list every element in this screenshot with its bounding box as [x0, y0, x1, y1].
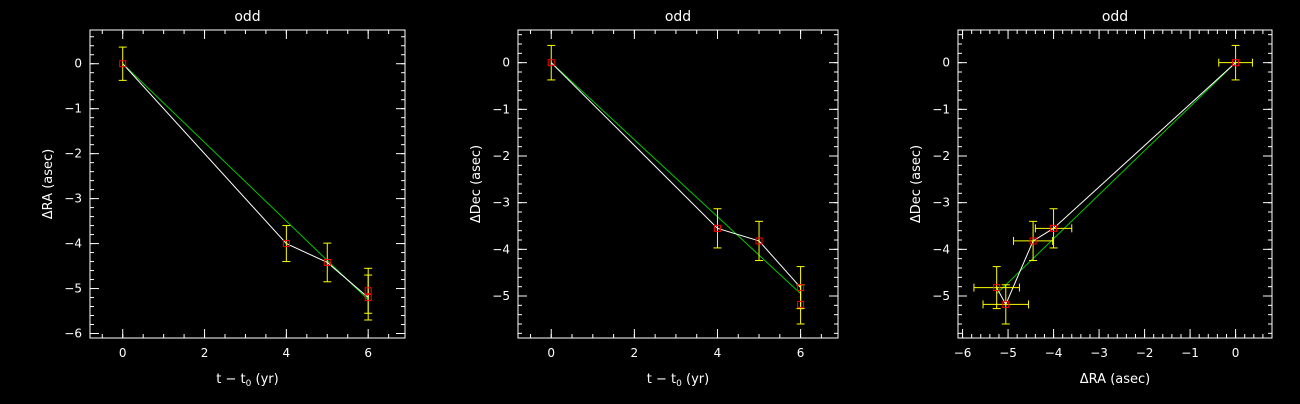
data-point — [119, 60, 127, 68]
y-tick-label: −3 — [492, 196, 510, 210]
x-tick-label: 4 — [283, 346, 291, 360]
x-tick-label: −1 — [1181, 346, 1199, 360]
data-point — [797, 300, 805, 308]
y-tick-label: −1 — [64, 102, 82, 116]
x-axis-label-subscript: 0 — [246, 379, 252, 389]
data-point — [797, 284, 805, 292]
fit-line — [996, 62, 1236, 295]
y-tick-label: −2 — [64, 147, 82, 161]
x-axis-label-unit: (yr) — [682, 372, 709, 387]
y-tick-label: 0 — [74, 57, 82, 71]
y-tick-label: −1 — [932, 102, 950, 116]
data-point — [1002, 300, 1010, 308]
data-point — [755, 237, 763, 245]
y-tick-label: −2 — [492, 149, 510, 163]
y-tick-label: 0 — [942, 56, 950, 70]
x-tick-label: −6 — [954, 346, 972, 360]
data-point — [1029, 237, 1037, 245]
x-axis-label-unit: (yr) — [251, 372, 278, 387]
x-tick-label: 4 — [714, 346, 722, 360]
y-tick-label: −4 — [492, 242, 510, 256]
y-tick-label: −5 — [64, 282, 82, 296]
plot-frame — [89, 29, 406, 339]
fit-line — [122, 63, 369, 301]
data-point — [364, 287, 372, 295]
plot-frame — [957, 29, 1273, 339]
panel-3: −6 −5 −4 −3 −2 −1 0 0 −1 −2 −3 −4 −5 odd ΔRA (asec) ΔDe… — [909, 9, 1273, 387]
y-axis-label: ΔDec (asec) — [909, 145, 924, 223]
x-axis-label-subscript: 0 — [676, 379, 682, 389]
y-tick-label: −2 — [932, 149, 950, 163]
data-point — [713, 224, 721, 232]
chart-title: odd — [234, 9, 260, 25]
x-tick-label: 6 — [364, 346, 372, 360]
data-point — [1050, 224, 1058, 232]
y-tick-label: −6 — [64, 327, 82, 341]
x-axis-label-main: ΔRA (asec) — [1080, 372, 1150, 387]
y-tick-label: −4 — [932, 242, 950, 256]
y-tick-label: −4 — [64, 237, 82, 251]
data-point — [993, 284, 1001, 292]
data-point — [1232, 59, 1240, 67]
y-tick-label: −5 — [932, 289, 950, 303]
x-tick-label: −5 — [999, 346, 1017, 360]
y-axis-label: ΔRA (asec) — [41, 149, 56, 219]
x-axis-label-main: t − t — [647, 372, 676, 387]
x-tick-label: 0 — [1232, 346, 1240, 360]
fit-line — [550, 62, 801, 295]
x-axis-label-main: t − t — [216, 372, 245, 387]
x-tick-label: 0 — [547, 346, 555, 360]
data-point — [323, 258, 331, 266]
y-tick-label: −5 — [492, 289, 510, 303]
x-tick-label: 2 — [201, 346, 209, 360]
data-point — [547, 59, 555, 67]
y-tick-label: −3 — [932, 196, 950, 210]
x-axis-label: t − t0 (yr) — [647, 372, 709, 389]
y-tick-label: −3 — [64, 192, 82, 206]
x-tick-label: −2 — [1136, 346, 1154, 360]
x-axis-label: t − t0 (yr) — [216, 372, 278, 389]
x-tick-label: 2 — [631, 346, 639, 360]
x-tick-label: 6 — [797, 346, 805, 360]
chart-title: odd — [665, 9, 691, 25]
data-line — [996, 62, 1236, 306]
x-tick-label: −3 — [1090, 346, 1108, 360]
y-tick-label: −1 — [492, 102, 510, 116]
data-point — [364, 294, 372, 302]
data-line — [550, 62, 802, 305]
x-axis-label: ΔRA (asec) — [1080, 372, 1150, 387]
x-tick-label: −4 — [1045, 346, 1063, 360]
chart-title: odd — [1102, 9, 1128, 25]
y-tick-label: 0 — [502, 56, 510, 70]
data-point — [282, 240, 290, 248]
y-axis-label: ΔDec (asec) — [469, 145, 484, 223]
x-tick-label: 0 — [119, 346, 127, 360]
